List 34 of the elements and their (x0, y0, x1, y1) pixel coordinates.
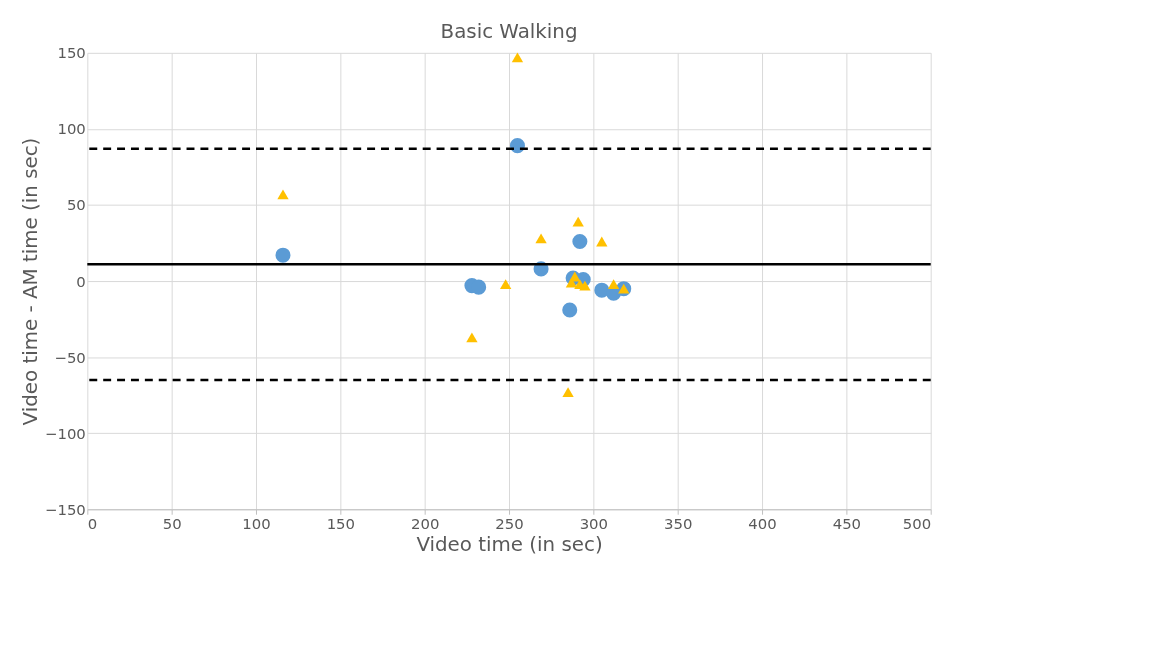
x-tick-label: 300 (579, 514, 609, 533)
x-tick-label: 350 (663, 514, 693, 533)
x-axis-title: Video time (in sec) (416, 533, 603, 557)
point (572, 216, 584, 227)
chart-title: Basic Walking (440, 19, 578, 43)
y-tick-label: 50 (66, 196, 86, 215)
y-tick-label: −50 (54, 348, 86, 367)
point (579, 280, 591, 291)
y-tick-label: 100 (57, 120, 86, 139)
x-tick-label: 0 (87, 514, 98, 533)
y-tick-label: −150 (44, 500, 86, 519)
x-tick-label: 250 (495, 514, 524, 533)
point (466, 332, 478, 343)
point (535, 233, 547, 244)
x-tick-label: 450 (832, 514, 862, 533)
point (562, 387, 574, 398)
y-axis-title: Video time - AM time (in sec) (19, 137, 43, 426)
point (275, 247, 291, 263)
y-tick-label: 0 (76, 272, 86, 291)
x-tick-label: 400 (748, 514, 777, 533)
point (499, 279, 512, 289)
x-tick-label: 200 (410, 514, 440, 533)
x-tick-label: 100 (242, 514, 271, 533)
point (511, 52, 524, 63)
point (572, 233, 588, 250)
x-tick-label: 150 (326, 514, 356, 533)
point (562, 302, 578, 318)
point (607, 279, 620, 289)
y-tick-label: −100 (44, 424, 86, 443)
x-tick-label: 500 (902, 514, 932, 533)
point (277, 189, 289, 200)
point (596, 236, 608, 247)
x-tick-label: 50 (162, 514, 182, 533)
y-tick-label: 150 (57, 44, 86, 63)
